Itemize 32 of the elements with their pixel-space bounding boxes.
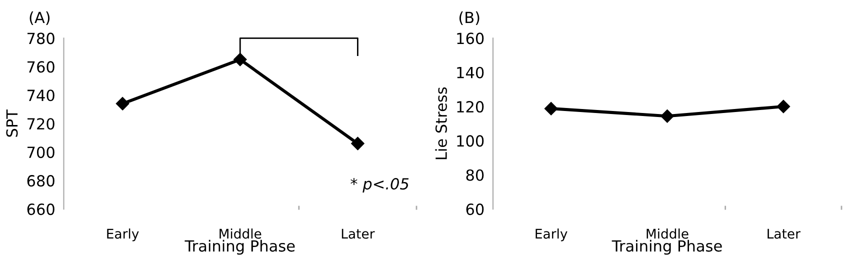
x-axis-title: Training Phase <box>184 240 295 255</box>
x-tick-label: Early <box>536 228 568 242</box>
x-tick-label: Middle <box>220 228 262 239</box>
y-axis-title: SPT <box>6 109 18 137</box>
y-tick-label: 100 <box>457 135 484 147</box>
chart-title: (A) <box>30 11 50 26</box>
y-tick-label: 60 <box>466 204 484 216</box>
point <box>544 102 558 116</box>
y-tick-label: 740 <box>28 90 54 102</box>
y-tick-label: 700 <box>28 146 54 158</box>
y-tick-label: 160 <box>457 32 484 44</box>
y-tick-label: 80 <box>466 169 484 181</box>
point <box>660 110 674 123</box>
annotation: * p<.05 <box>350 178 409 193</box>
y-axis-title: Lie Stress <box>435 87 447 160</box>
point <box>776 100 790 114</box>
y-tick-label: 680 <box>27 175 54 187</box>
y-tick-label: 120 <box>457 101 484 113</box>
point <box>116 97 130 110</box>
x-axis-title: Training Phase <box>612 240 722 255</box>
y-tick-label: 760 <box>28 61 54 73</box>
point <box>351 136 364 150</box>
point <box>234 52 247 66</box>
x-tick-label: Middle <box>646 228 688 239</box>
y-tick-label: 660 <box>27 204 54 216</box>
x-tick-label: Later <box>342 228 375 239</box>
x-tick-label: Later <box>768 228 800 239</box>
chart-title: (B) <box>459 11 480 26</box>
y-tick-label: 140 <box>457 66 484 78</box>
x-tick-label: Early <box>107 228 139 242</box>
y-tick-label: 720 <box>28 118 54 130</box>
y-tick-label: 780 <box>28 32 54 44</box>
